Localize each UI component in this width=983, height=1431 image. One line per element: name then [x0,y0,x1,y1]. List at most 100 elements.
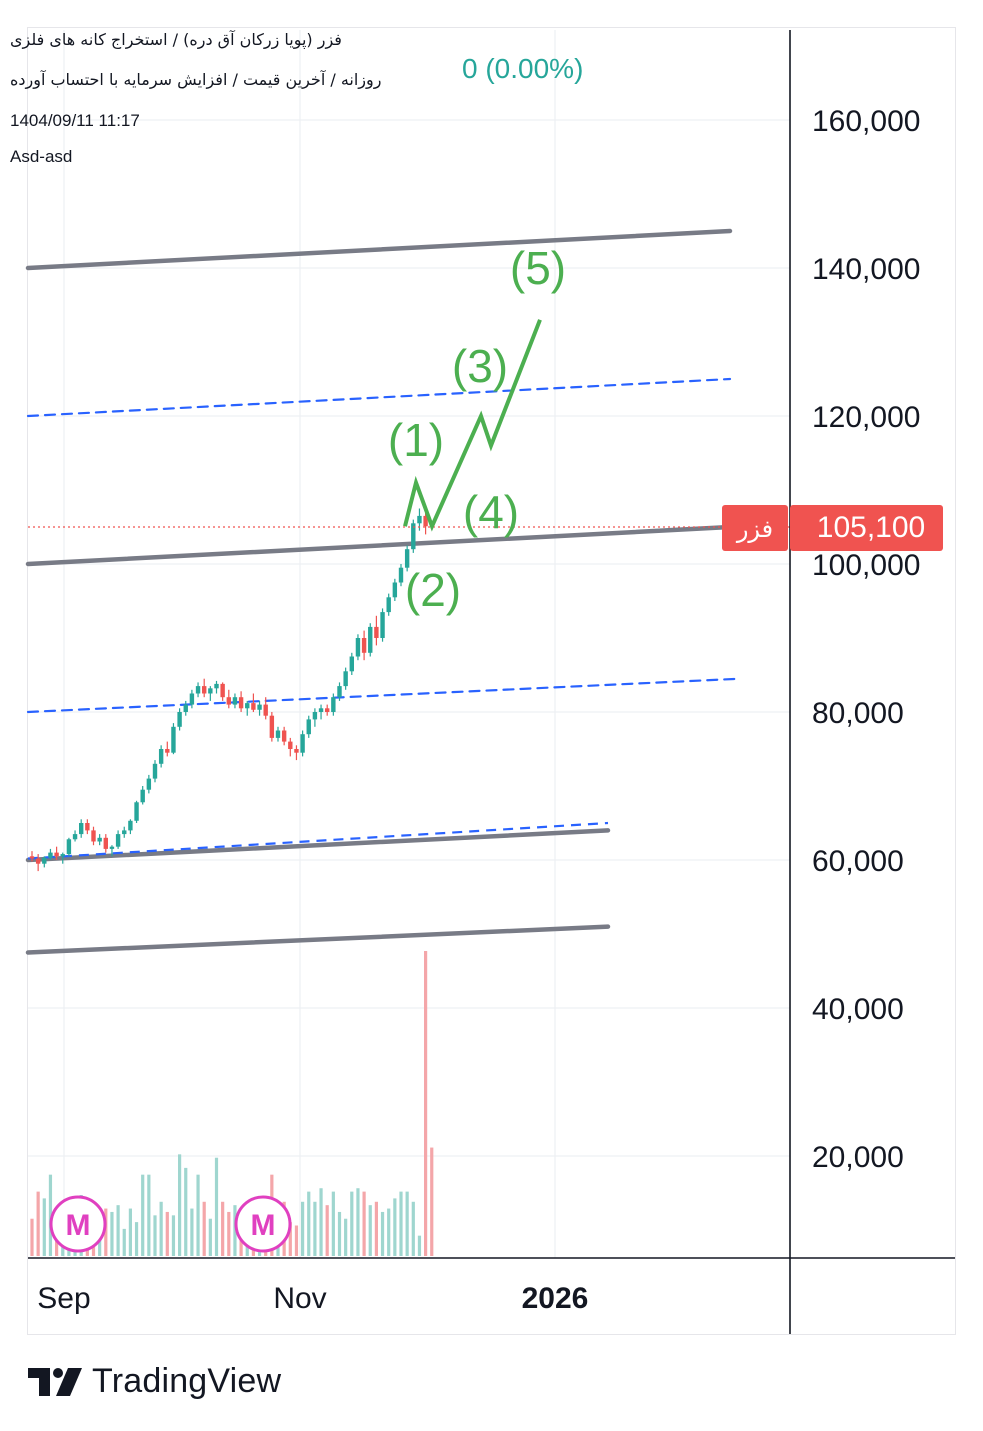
candle-body [85,823,90,831]
candle-body [269,715,275,738]
price-axis-label: 40,000 [812,993,904,1026]
volume-bar [301,1201,305,1256]
time-axis-label: Sep [37,1282,90,1315]
price-tag-symbol-bg [722,505,788,551]
candle-body [331,697,336,712]
time-axis-label: Nov [273,1282,326,1315]
candle-body [325,708,330,712]
volume-bar [30,1218,34,1256]
volume-bar [202,1201,206,1256]
price-tag: فزر 105,100 [722,505,943,551]
candle-body [392,582,398,598]
volume-bar [122,1228,126,1256]
price-axis-label: 100,000 [812,549,920,582]
candle-body [177,712,182,727]
candle-body [343,671,348,687]
volume-bar [214,1157,219,1256]
candle-body [72,834,78,840]
symbol-info: فزر (پویا زرکان آق دره) / استخراج کانه ه… [10,30,342,49]
snapshot-datetime: 1404/09/11 11:17 [10,111,140,130]
volume-bar [344,1218,348,1256]
candle-body [214,683,219,689]
channel-lines [25,228,742,955]
price-axis[interactable]: 160,000 140,000 120,000 100,000 80,000 60,000… [812,105,920,1174]
candle-body [103,837,108,849]
candle-body [423,515,428,527]
candle-body [195,686,201,694]
candle-body [318,708,324,712]
price-axis-label: 140,000 [812,253,920,286]
candle-body [115,834,121,847]
candle-body [226,697,231,705]
candle-body [189,693,195,705]
volume-bar [233,1205,237,1256]
volume-bar [325,1205,329,1256]
candle-body [183,704,188,712]
candle-body [97,837,102,842]
grid-lines [28,30,790,1258]
volume-bar [128,1208,132,1256]
candle-body [312,712,318,720]
volume-bar [393,1198,397,1256]
candle-body [134,802,139,821]
volume-bar [288,1222,292,1256]
candle-body [91,830,96,842]
volume-bar [184,1167,188,1256]
elliott-wave-label: (4) [463,486,519,538]
volume-bar [313,1201,317,1256]
volume-bar [190,1208,194,1256]
channel-line-dashed [26,677,742,714]
candle-body [368,626,373,653]
price-tag-value: 105,100 [817,511,925,544]
channel-line-dashed [27,821,609,860]
volume-bar [350,1191,354,1256]
event-marker-label: M [251,1209,276,1242]
candle-body [128,820,133,831]
volume-bar [337,1211,342,1256]
candle-body [48,852,53,858]
volume-bar [153,1215,157,1256]
volume-bar [42,1198,46,1256]
channel-line-solid [25,524,733,567]
event-marker-label: M [66,1209,91,1242]
volume-bar [178,1154,182,1256]
candle-body [288,741,293,749]
event-marker [234,1195,292,1253]
candle-body [398,567,404,583]
candle-body [281,730,287,742]
candle-body [263,704,268,716]
candle-body [146,778,152,790]
candle-body [404,549,410,568]
candle-body [66,839,72,855]
candle-body [29,856,35,859]
time-axis[interactable]: Sep Nov 2026 [37,1282,588,1315]
volume-bar [356,1188,360,1256]
volume-bar [171,1215,176,1256]
candle-body [257,704,262,710]
volume-bar [362,1191,366,1256]
candle-body [42,857,47,864]
channel-line-solid [25,828,611,863]
volume-bar [405,1191,409,1256]
candle-body [208,688,213,694]
candle-body [306,719,311,735]
volume-bar [134,1222,139,1256]
candle-body [140,789,145,803]
channel-line-solid [25,924,611,955]
volume-bar [227,1211,231,1256]
chart-frame [27,27,956,1335]
candle-body [251,703,256,710]
time-axis-label: 2026 [522,1282,589,1315]
candle-body [361,638,367,653]
tradingview-logo[interactable]: TradingView [28,1362,281,1401]
volume-bar [141,1174,145,1256]
elliott-wave: (1) (2) (3) (4) (5) [388,242,566,616]
candle-body [417,515,422,524]
tradingview-logo-icon [28,1367,82,1396]
volume-bar [208,1218,212,1256]
volume-bar [196,1174,200,1256]
channel-line-solid [25,228,733,271]
volume-bar [417,1235,422,1256]
candle-body [152,763,158,779]
